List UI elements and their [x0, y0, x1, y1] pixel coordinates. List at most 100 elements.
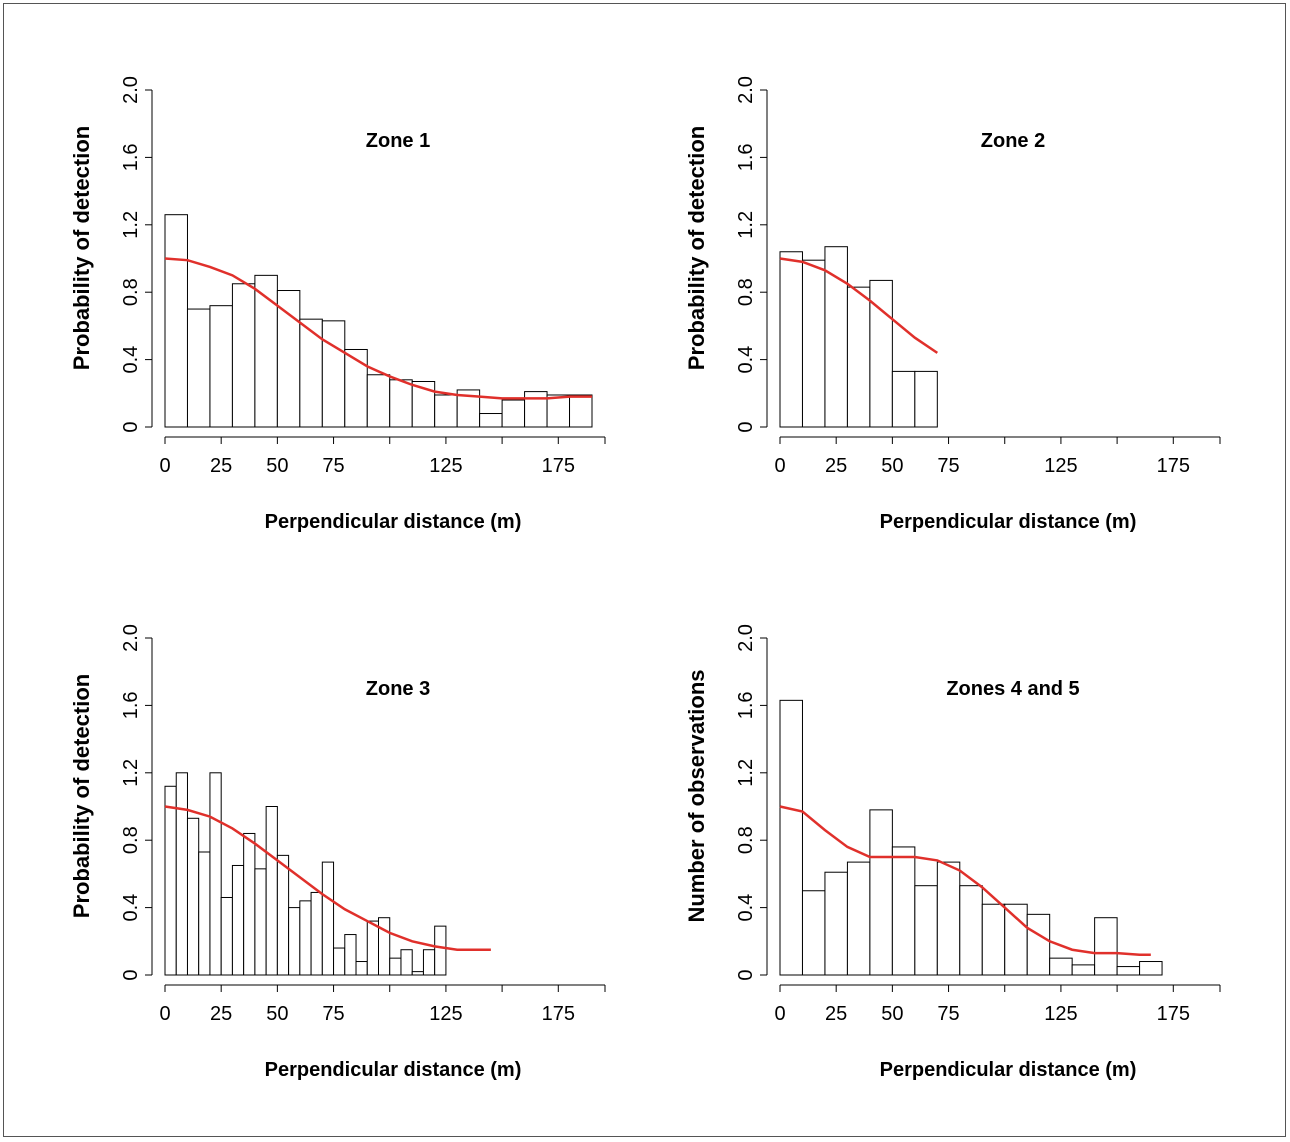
y-tick-label: 1.6: [735, 691, 757, 719]
histogram-bar: [164, 785, 177, 976]
histogram-bar: [846, 861, 871, 976]
histogram-bar: [1049, 957, 1073, 976]
y-tick-label: 0.4: [120, 346, 142, 374]
x-tick-label: 0: [774, 1003, 785, 1025]
x-tick-label: 50: [881, 1003, 903, 1025]
detection-function-curve: [779, 257, 939, 354]
histogram-bar: [389, 957, 402, 976]
y-tick-label: 0.4: [735, 346, 757, 374]
panel-title: Zone 2: [981, 130, 1045, 152]
histogram-bar: [434, 925, 447, 976]
histogram-bar: [891, 846, 916, 976]
panel-title: Zone 1: [366, 130, 430, 152]
histogram-bar: [779, 251, 803, 428]
x-tick-label: 75: [937, 1003, 959, 1025]
histogram-bar: [321, 320, 346, 428]
y-tick-label: 0.8: [735, 826, 757, 854]
chart-svg: 0 0.4 0.8 1.2 1.6 2.0 0 25 50 75 125 175 Number of o…: [684, 624, 1221, 1081]
y-tick-label: 0: [120, 421, 142, 432]
y-tick-label: 2.0: [120, 624, 142, 652]
y-tick-label: 2.0: [120, 76, 142, 104]
y-tick-label: 0.4: [120, 894, 142, 922]
histogram-bar: [299, 900, 312, 976]
histogram-bar: [981, 903, 1006, 976]
histogram-bar: [344, 934, 357, 976]
histogram-bar: [243, 832, 256, 976]
x-tick-label: 125: [1044, 455, 1077, 477]
histogram-bar: [411, 971, 424, 976]
y-tick-label: 1.2: [120, 211, 142, 239]
chart-panel-zone-3: 0 0.4 0.8 1.2 1.6 2.0 0 25 50 75 125 175 Probability…: [0, 548, 645, 1108]
histogram-bar: [914, 370, 938, 428]
histogram-bar: [378, 917, 391, 976]
histogram-bar: [434, 394, 458, 428]
histogram-bar: [310, 891, 323, 976]
x-tick-label: 175: [1157, 1003, 1190, 1025]
x-tick-label: 125: [1044, 1003, 1077, 1025]
histogram-bar: [186, 817, 200, 976]
x-tick-label: 25: [210, 1003, 232, 1025]
histogram-bar: [524, 391, 548, 428]
histogram-bar: [231, 283, 256, 428]
histogram-bar: [1094, 917, 1118, 976]
chart-panel-zone-1: 0 0.4 0.8 1.2 1.6 2.0 0 25 50 75 125 175 Probability…: [0, 0, 645, 560]
histogram-bar: [869, 279, 893, 428]
panel-title: Zone 3: [366, 678, 430, 700]
histogram-bar: [801, 890, 826, 976]
x-tick-label: 0: [159, 455, 170, 477]
histogram-bar: [321, 861, 335, 976]
chart-svg: 0 0.4 0.8 1.2 1.6 2.0 0 25 50 75 125 175 Probability…: [69, 624, 606, 1081]
x-tick-label: 75: [322, 1003, 344, 1025]
histogram-bar: [936, 861, 961, 976]
y-tick-label: 0.8: [120, 278, 142, 306]
histogram-bar: [1026, 913, 1051, 976]
x-tick-label: 50: [266, 455, 288, 477]
histogram-bar: [1071, 964, 1096, 976]
histogram-bar: [209, 305, 233, 428]
x-tick-label: 175: [1157, 455, 1190, 477]
x-tick-label: 175: [542, 455, 575, 477]
histogram-bar: [344, 348, 368, 428]
histogram-bar: [254, 868, 267, 976]
histogram-bar: [276, 854, 290, 976]
x-tick-label: 0: [774, 455, 785, 477]
histogram-bar: [479, 413, 503, 428]
histogram-bar: [288, 907, 301, 976]
y-axis-label: Probability of detection: [684, 126, 709, 370]
chart-panel-zones-4-and-5: 0 0.4 0.8 1.2 1.6 2.0 0 25 50 75 125 175 Number of o…: [615, 548, 1260, 1108]
x-tick-label: 25: [210, 455, 232, 477]
chart-svg: 0 0.4 0.8 1.2 1.6 2.0 0 25 50 75 125 175 Probability…: [684, 76, 1221, 533]
x-tick-label: 0: [159, 1003, 170, 1025]
y-tick-label: 1.6: [120, 143, 142, 171]
histogram-bar: [569, 394, 593, 428]
y-tick-label: 1.2: [735, 211, 757, 239]
y-tick-label: 0: [120, 969, 142, 980]
histogram-bar: [400, 949, 413, 976]
x-tick-label: 50: [881, 455, 903, 477]
histogram-bar: [389, 379, 413, 428]
histogram-bar: [891, 370, 916, 428]
histogram-bar: [333, 947, 346, 976]
histogram-bar: [209, 772, 222, 976]
histogram-bar: [914, 885, 938, 976]
histogram-bar: [355, 961, 368, 976]
detection-function-curve: [164, 805, 491, 951]
histogram-bar: [959, 885, 983, 976]
y-tick-label: 0: [735, 421, 757, 432]
histogram-bar: [164, 214, 188, 428]
histogram-bar: [456, 389, 481, 428]
histogram-bar: [869, 809, 893, 976]
y-axis-label: Probability of detection: [69, 674, 94, 918]
y-tick-label: 1.6: [120, 691, 142, 719]
histogram-bar: [276, 290, 301, 428]
y-tick-label: 2.0: [735, 624, 757, 652]
histogram-bar: [501, 399, 526, 428]
x-axis-label: Perpendicular distance (m): [265, 1059, 522, 1081]
chart-svg: 0 0.4 0.8 1.2 1.6 2.0 0 25 50 75 125 175 Probability…: [69, 76, 606, 533]
y-axis-label: Probability of detection: [69, 126, 94, 370]
x-tick-label: 50: [266, 1003, 288, 1025]
x-tick-label: 75: [937, 455, 959, 477]
x-tick-label: 175: [542, 1003, 575, 1025]
histogram-bar: [175, 772, 188, 976]
histogram-bar: [220, 896, 233, 976]
